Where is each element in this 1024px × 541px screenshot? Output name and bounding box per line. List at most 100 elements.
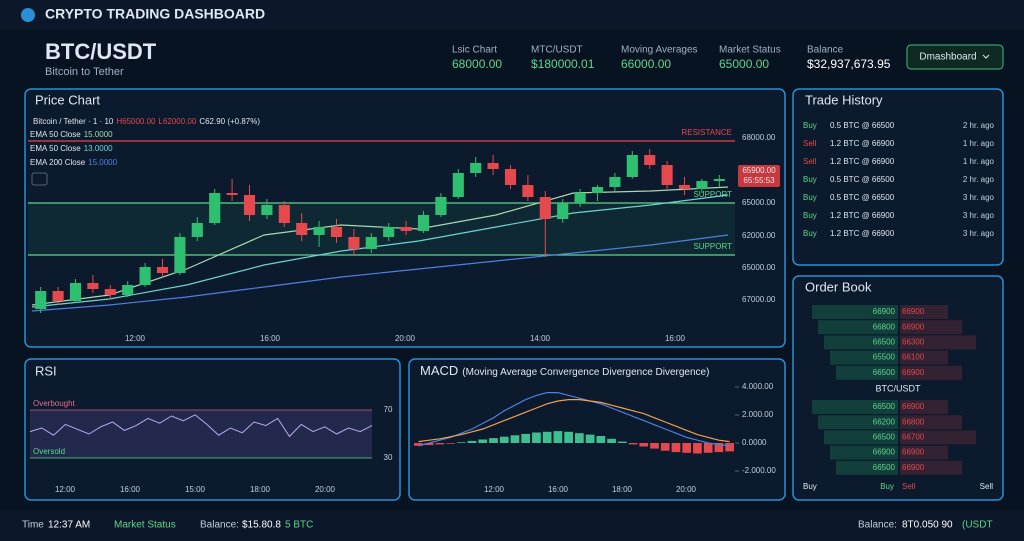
bid-price: 66500 [873,402,896,411]
bid-depth [824,335,898,350]
histogram-bar [564,431,573,443]
candle-body [696,181,708,189]
trade-detail: 1.2 BTC @ 66900 [830,139,895,148]
footer-bar [0,510,1024,541]
y-tick-label: 68000.00 [742,133,776,142]
macd-subtitle: (Moving Average Convergence Divergence D… [462,367,709,378]
candle-body [156,267,169,273]
button-label[interactable]: Dmashboard [919,52,976,63]
collapse-button [31,172,48,186]
panel-title: MACD (Moving Average Convergence Divergen… [420,363,709,378]
candle-body [104,289,116,295]
orderbook-footer: Buy [803,482,817,491]
candle-body [435,197,447,215]
logo [21,8,35,22]
macd-panel [408,358,786,501]
histogram-bar [725,443,734,452]
overbought-label: Overbought [33,399,76,408]
bid-price: 66200 [873,417,896,426]
candle-body [52,291,64,301]
stat-label: Moving Averages [621,45,698,56]
ask-price: 66900 [902,402,925,411]
trade-side: Buy [803,121,817,130]
candle-body [417,215,430,231]
legend-name: EMA 200 Close [30,158,86,167]
level-label: RESISTANCE [681,128,732,137]
price-tag-value: 65900.00 [742,166,776,175]
panel-title: Order Book [805,279,872,294]
legend-entry: EMA 50 Close 13.0000 [30,144,113,153]
trade-side: Buy [803,229,817,238]
histogram-bar [467,440,477,443]
histogram-bar [639,443,649,447]
legend-name: EMA 50 Close [30,144,81,153]
x-tick-label: 20:00 [315,485,336,494]
histogram-bar [703,443,713,453]
trade-side: Sell [803,157,817,166]
x-tick-label: 12:00 [55,485,76,494]
x-tick-label: 18:00 [612,485,633,494]
footer-text: Market Status [114,520,176,531]
info-part: Bitcoin / Tether · 1 · 10 [33,117,114,126]
x-tick-label: 12:00 [484,485,505,494]
price-tag [738,165,780,187]
candle-body [539,197,551,219]
orderbook-footer: Buy [880,482,894,491]
footer-text: Time [22,520,44,531]
ask-depth [900,320,962,335]
rsi-line [29,414,373,438]
candle-body [713,179,725,181]
ask-price: 66100 [902,353,925,362]
trade-side: Buy [803,211,817,220]
histogram-bar [510,435,520,443]
ask-depth [900,460,962,475]
histogram-bar [693,443,702,454]
candle-body [191,223,203,237]
top-bar [0,0,1024,30]
y-tick-label: 65000.00 [742,198,776,207]
candle-body [243,195,256,215]
legend-name: EMA 50 Close [30,130,81,139]
bid-depth [818,320,898,335]
dashboard-button[interactable] [906,44,1004,70]
ask-price: 66900 [902,322,925,331]
candle-body [678,185,691,189]
ask-depth [900,350,948,365]
orderbook-panel [792,275,1004,501]
candle-body [557,203,569,219]
x-tick-label: 14:00 [530,334,551,343]
histogram-bar [575,433,584,443]
stat-value: $180000.01 [531,57,595,71]
bid-price: 66500 [873,368,896,377]
ask-price: 66700 [902,433,925,442]
x-tick-label: 16:00 [665,334,686,343]
candle-body [87,283,99,289]
y-tick-label: 65000.00 [742,263,776,272]
candle-body [644,155,656,165]
candle-body [470,163,482,173]
ask-price: 66900 [902,448,925,457]
bid-depth [836,365,898,380]
bid-price: 66500 [873,338,896,347]
chart-info: Bitcoin / Tether · 1 · 10 H65000.00 L62000… [33,117,260,126]
histogram-bar [478,439,488,443]
histogram-bar [714,443,724,453]
bid-depth [830,350,898,365]
ask-price: 66900 [902,307,925,316]
stat-label: Market Status [719,45,781,56]
ask-depth [900,400,948,414]
level-label: SUPPORT [693,242,732,251]
trade-detail: 0.5 BTC @ 66500 [830,175,895,184]
histogram-bar [671,443,681,453]
content: Lsic Chart68000.00MTC/USDT$180000.01Movi… [22,45,995,531]
histogram-bar [607,438,616,443]
bid-depth [812,305,898,319]
histogram-bar [650,443,659,449]
candle-body [504,169,517,185]
ask-price: 66800 [902,417,925,426]
candle-body [139,267,151,285]
level-label: SUPPORT [693,190,732,199]
ask-depth [900,335,976,350]
ask-price: 66900 [902,368,925,377]
